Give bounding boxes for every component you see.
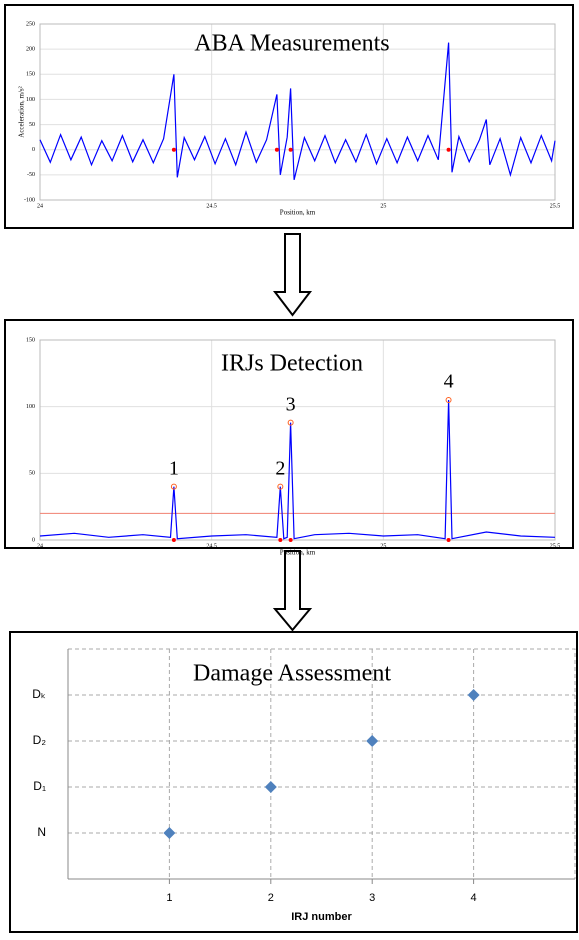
y-tick-label: 0 (32, 147, 35, 153)
y-tick-label: -100 (24, 197, 35, 203)
annotation: 4 (444, 371, 454, 393)
x-tick-label: 24.5 (206, 203, 217, 209)
x-tick-label: 24 (37, 203, 43, 209)
y-tick-label: 100 (26, 97, 35, 103)
y-tick-label: 250 (26, 21, 35, 27)
arrow (272, 550, 313, 632)
marker (278, 538, 283, 542)
panel (9, 631, 578, 933)
y-tick-label: D₂ (33, 733, 47, 747)
peak-marker (170, 483, 177, 490)
y-tick-label: 50 (29, 471, 35, 477)
diamond-marker (467, 689, 480, 701)
marker (446, 538, 451, 542)
peak-marker (445, 397, 452, 403)
plot-frame (39, 23, 556, 201)
y-axis-label: Acceleration, m/s² (18, 86, 26, 137)
x-tick-label: 1 (166, 892, 172, 904)
annotation: 3 (286, 393, 296, 415)
y-tick-label: 100 (26, 404, 35, 410)
plot-frame (39, 339, 556, 541)
plot-frame (68, 648, 576, 879)
signal-line (39, 42, 556, 181)
x-tick-label: 4 (471, 892, 477, 904)
y-tick-label: 150 (26, 72, 35, 78)
diamond-marker (163, 827, 176, 839)
diamond-marker (366, 735, 379, 747)
y-tick-label: N (37, 825, 46, 839)
marker (446, 147, 451, 152)
annotation: 1 (169, 457, 179, 479)
y-tick-label: Dₖ (32, 687, 46, 701)
panel-title: Damage Assessment (193, 661, 391, 687)
x-tick-label: 25 (380, 543, 386, 549)
peak-marker (287, 419, 294, 426)
y-tick-label: D₁ (33, 779, 46, 793)
x-tick-label: 24 (37, 543, 43, 549)
y-tick-label: 200 (26, 47, 35, 53)
x-tick-label: 3 (369, 892, 375, 904)
marker (288, 147, 293, 152)
diamond-marker (264, 781, 277, 793)
y-tick-label: 150 (26, 337, 35, 343)
panel (4, 319, 574, 549)
x-tick-label: 25 (380, 203, 386, 209)
x-axis-label: IRJ number (291, 911, 352, 923)
x-tick-label: 2 (268, 892, 274, 904)
x-axis-label: Position, km (280, 549, 316, 557)
signal-line (39, 399, 556, 540)
marker (171, 147, 176, 152)
panel-title: ABA Measurements (194, 31, 389, 57)
y-tick-label: 0 (32, 537, 35, 543)
marker (274, 147, 279, 152)
marker (171, 538, 176, 542)
arrow (272, 233, 313, 317)
y-tick-label: 50 (29, 122, 35, 128)
x-tick-label: 25.5 (550, 543, 561, 549)
peak-marker (277, 483, 284, 490)
marker (288, 538, 293, 542)
annotation: 2 (275, 457, 285, 479)
y-tick-label: -50 (27, 172, 35, 178)
x-axis-label: Position, km (280, 209, 316, 217)
x-tick-label: 25.5 (550, 203, 561, 209)
x-tick-label: 24.5 (206, 543, 217, 549)
panel-title: IRJs Detection (221, 351, 363, 377)
